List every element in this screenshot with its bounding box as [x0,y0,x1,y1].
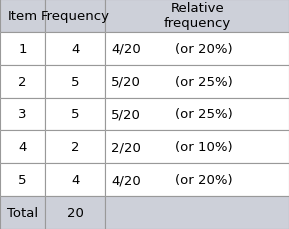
Bar [45,164,105,196]
Text: 5: 5 [18,173,27,186]
Bar [105,164,289,196]
Bar [0,196,45,229]
Text: (or 20%): (or 20%) [175,43,233,56]
Text: Relative
frequency: Relative frequency [164,3,231,30]
Bar [45,65,105,98]
Text: 4: 4 [71,173,79,186]
Text: 2: 2 [71,141,79,154]
Bar [105,0,289,33]
Bar [105,196,289,229]
Bar [45,196,105,229]
Text: 4/20: 4/20 [111,43,141,56]
Bar [0,98,45,131]
Bar [0,33,45,65]
Bar [45,164,105,196]
Text: 2: 2 [18,75,27,88]
Bar [0,0,45,33]
Text: 20: 20 [67,206,84,219]
Bar [105,98,289,131]
Bar [45,0,105,33]
Text: 5/20: 5/20 [111,108,141,121]
Bar [0,0,45,33]
Bar [105,196,289,229]
Text: (or 20%): (or 20%) [175,173,233,186]
Bar [0,164,45,196]
Text: 4: 4 [18,141,27,154]
Text: 5: 5 [71,75,79,88]
Text: 1: 1 [18,43,27,56]
Bar [45,98,105,131]
Text: Total: Total [7,206,38,219]
Text: 3: 3 [18,108,27,121]
Bar [45,33,105,65]
Bar [105,131,289,164]
Bar [45,65,105,98]
Text: Item: Item [7,10,38,23]
Bar [105,131,289,164]
Bar [45,131,105,164]
Bar [0,65,45,98]
Bar [105,65,289,98]
Text: 5: 5 [71,108,79,121]
Bar [45,33,105,65]
Bar [45,196,105,229]
Text: 2/20: 2/20 [111,141,141,154]
Bar [105,0,289,33]
Bar [105,33,289,65]
Text: (or 25%): (or 25%) [175,75,233,88]
Text: 5/20: 5/20 [111,75,141,88]
Text: 4: 4 [71,43,79,56]
Bar [0,164,45,196]
Bar [0,33,45,65]
Bar [45,131,105,164]
Bar [105,164,289,196]
Text: (or 25%): (or 25%) [175,108,233,121]
Bar [105,33,289,65]
Bar [45,98,105,131]
Text: 4/20: 4/20 [111,173,141,186]
Text: (or 10%): (or 10%) [175,141,233,154]
Bar [0,65,45,98]
Bar [0,196,45,229]
Bar [0,98,45,131]
Text: Frequency: Frequency [41,10,110,23]
Bar [105,98,289,131]
Bar [105,65,289,98]
Bar [0,131,45,164]
Bar [45,0,105,33]
Bar [0,131,45,164]
